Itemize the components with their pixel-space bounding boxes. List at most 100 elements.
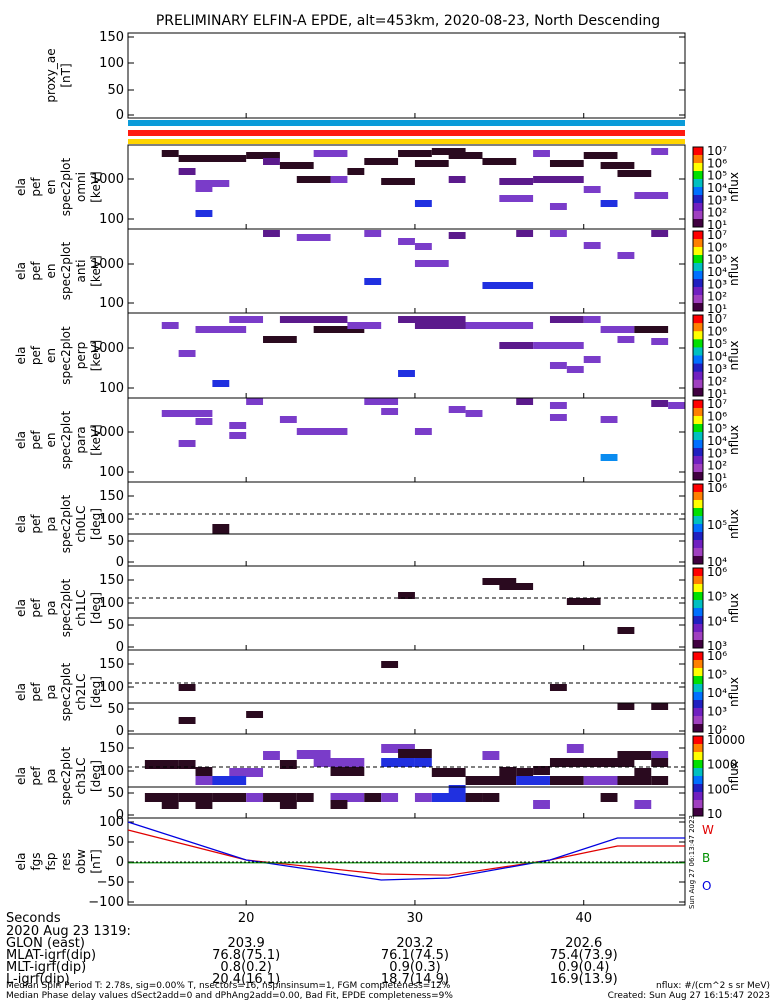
colorbar-tick-label: 10¹ bbox=[707, 302, 727, 316]
heatmap-cell bbox=[634, 768, 652, 777]
ephemeris-value: 16.9(13.9) bbox=[550, 972, 618, 987]
heatmap-cell bbox=[161, 322, 179, 329]
heatmap-cell bbox=[414, 793, 432, 802]
heatmap-cell bbox=[144, 760, 179, 769]
heatmap-cell bbox=[330, 793, 365, 802]
y-tick-label: 100 bbox=[99, 764, 124, 779]
heatmap-cell bbox=[296, 176, 331, 183]
heatmap-cell bbox=[617, 170, 652, 177]
axis-label: pef bbox=[29, 598, 43, 618]
colorbar-segment bbox=[693, 692, 703, 701]
heatmap-cell bbox=[195, 326, 247, 333]
footer-units: nflux: #/(cm^2 s sr MeV) bbox=[656, 981, 770, 991]
heatmap-cell bbox=[583, 242, 601, 249]
heatmap-cell bbox=[212, 793, 247, 802]
colorbar-frame bbox=[692, 651, 704, 733]
y-tick-label: 50 bbox=[107, 702, 124, 717]
ephemeris-row-label: L-igrf(dip) bbox=[6, 972, 70, 987]
colorbar-tick-label: 10¹ bbox=[707, 387, 727, 401]
colorbar-tick-label: 10⁶ bbox=[707, 325, 727, 339]
colorbar-tick-label: 10⁴ bbox=[707, 350, 727, 364]
ephemeris-value: 76.1(74.5) bbox=[381, 948, 449, 963]
heatmap-cell bbox=[414, 322, 483, 329]
legend-w: W bbox=[702, 823, 714, 837]
heatmap-cell bbox=[263, 793, 297, 802]
heatmap-cell bbox=[651, 148, 669, 155]
heatmap-cell bbox=[229, 768, 264, 777]
ephemeris-row-label: MLAT-igrf(dip) bbox=[6, 948, 96, 963]
heatmap-cell bbox=[381, 178, 415, 185]
heatmap-cell bbox=[296, 750, 331, 759]
axis-label: ela bbox=[14, 178, 28, 196]
heatmap-cell bbox=[516, 776, 550, 785]
axis-label: ch1LC bbox=[74, 590, 88, 627]
colorbar-segment bbox=[693, 660, 703, 669]
heatmap-cell bbox=[533, 176, 584, 183]
axis-label: ch2LC bbox=[74, 674, 88, 711]
axis-label: en bbox=[44, 433, 58, 448]
colorbar-tick-label: 10³ bbox=[707, 362, 727, 376]
x-tick-label: 40 bbox=[575, 911, 592, 926]
colorbar-segment bbox=[693, 632, 703, 641]
heatmap-cell bbox=[381, 408, 399, 415]
y-tick-label: 100 bbox=[99, 680, 124, 695]
colorbar-tick-label: 10² bbox=[707, 290, 727, 304]
x-tick-label: 20 bbox=[238, 911, 255, 926]
heatmap-cell bbox=[549, 316, 584, 323]
heatmap-cell bbox=[195, 210, 213, 217]
colorbar-segment bbox=[693, 668, 703, 677]
side-note: Sun Aug 27 06:13:47 2023 bbox=[688, 815, 696, 909]
y-tick-label: 0 bbox=[116, 555, 124, 570]
fgm-series-line bbox=[127, 829, 685, 876]
colorbar-segment bbox=[693, 303, 703, 312]
heatmap-cell bbox=[482, 793, 500, 802]
colorbar-segment bbox=[693, 556, 703, 565]
y-tick-label: 1000 bbox=[91, 341, 124, 356]
colorbar-tick-label: 10² bbox=[707, 206, 727, 220]
axis-label: pef bbox=[29, 766, 43, 786]
axis-label: ela bbox=[14, 683, 28, 701]
colorbar-segment bbox=[693, 315, 703, 324]
axis-label: fsp bbox=[44, 852, 58, 870]
heatmap-cell bbox=[414, 428, 432, 435]
status-bar-yellow bbox=[128, 139, 685, 144]
heatmap-cell bbox=[279, 800, 297, 809]
heatmap-cell bbox=[549, 362, 567, 369]
colorbar-segment bbox=[693, 548, 703, 557]
heatmap-cell bbox=[651, 338, 669, 345]
heatmap-cell bbox=[414, 260, 449, 267]
colorbar-tick-label: 10⁶ bbox=[707, 240, 727, 254]
heatmap-cell bbox=[431, 148, 466, 155]
colorbar-segment bbox=[693, 676, 703, 685]
ephemeris-value: 0.9(0.3) bbox=[389, 960, 441, 975]
status-bar-blue bbox=[128, 120, 685, 126]
colorbar-label: nflux bbox=[727, 677, 741, 707]
heatmap-cell bbox=[263, 230, 280, 237]
colorbar-segment bbox=[693, 231, 703, 240]
heatmap-cell bbox=[583, 186, 601, 193]
colorbar-segment bbox=[693, 568, 703, 577]
colorbar-segment bbox=[693, 500, 703, 509]
colorbar-segment bbox=[693, 768, 703, 777]
heatmap-cell bbox=[482, 282, 534, 289]
axis-label: anti bbox=[74, 260, 88, 283]
heatmap-cell bbox=[414, 243, 432, 250]
heatmap-cell bbox=[161, 800, 179, 809]
heatmap-cell bbox=[347, 168, 365, 175]
axis-label: pef bbox=[29, 261, 43, 281]
colorbar-tick-label: 10⁶ bbox=[707, 481, 727, 495]
heatmap-cell bbox=[330, 767, 365, 776]
panel-frame bbox=[127, 32, 686, 119]
heatmap-cell bbox=[634, 192, 669, 199]
ephemeris-value: 18.7(14.9) bbox=[381, 972, 449, 987]
heatmap-cell bbox=[617, 751, 652, 760]
heatmap-cell bbox=[651, 751, 669, 760]
heatmap-cell bbox=[583, 758, 635, 767]
colorbar-segment bbox=[693, 440, 703, 449]
colorbar-segment bbox=[693, 600, 703, 609]
heatmap-cell bbox=[212, 380, 230, 387]
colorbar-tick-label: 10⁷ bbox=[707, 312, 727, 326]
y-tick-label: −100 bbox=[88, 895, 124, 910]
colorbar-tick-label: 10⁵ bbox=[707, 337, 727, 351]
colorbar-tick-label: 10⁶ bbox=[707, 565, 727, 579]
